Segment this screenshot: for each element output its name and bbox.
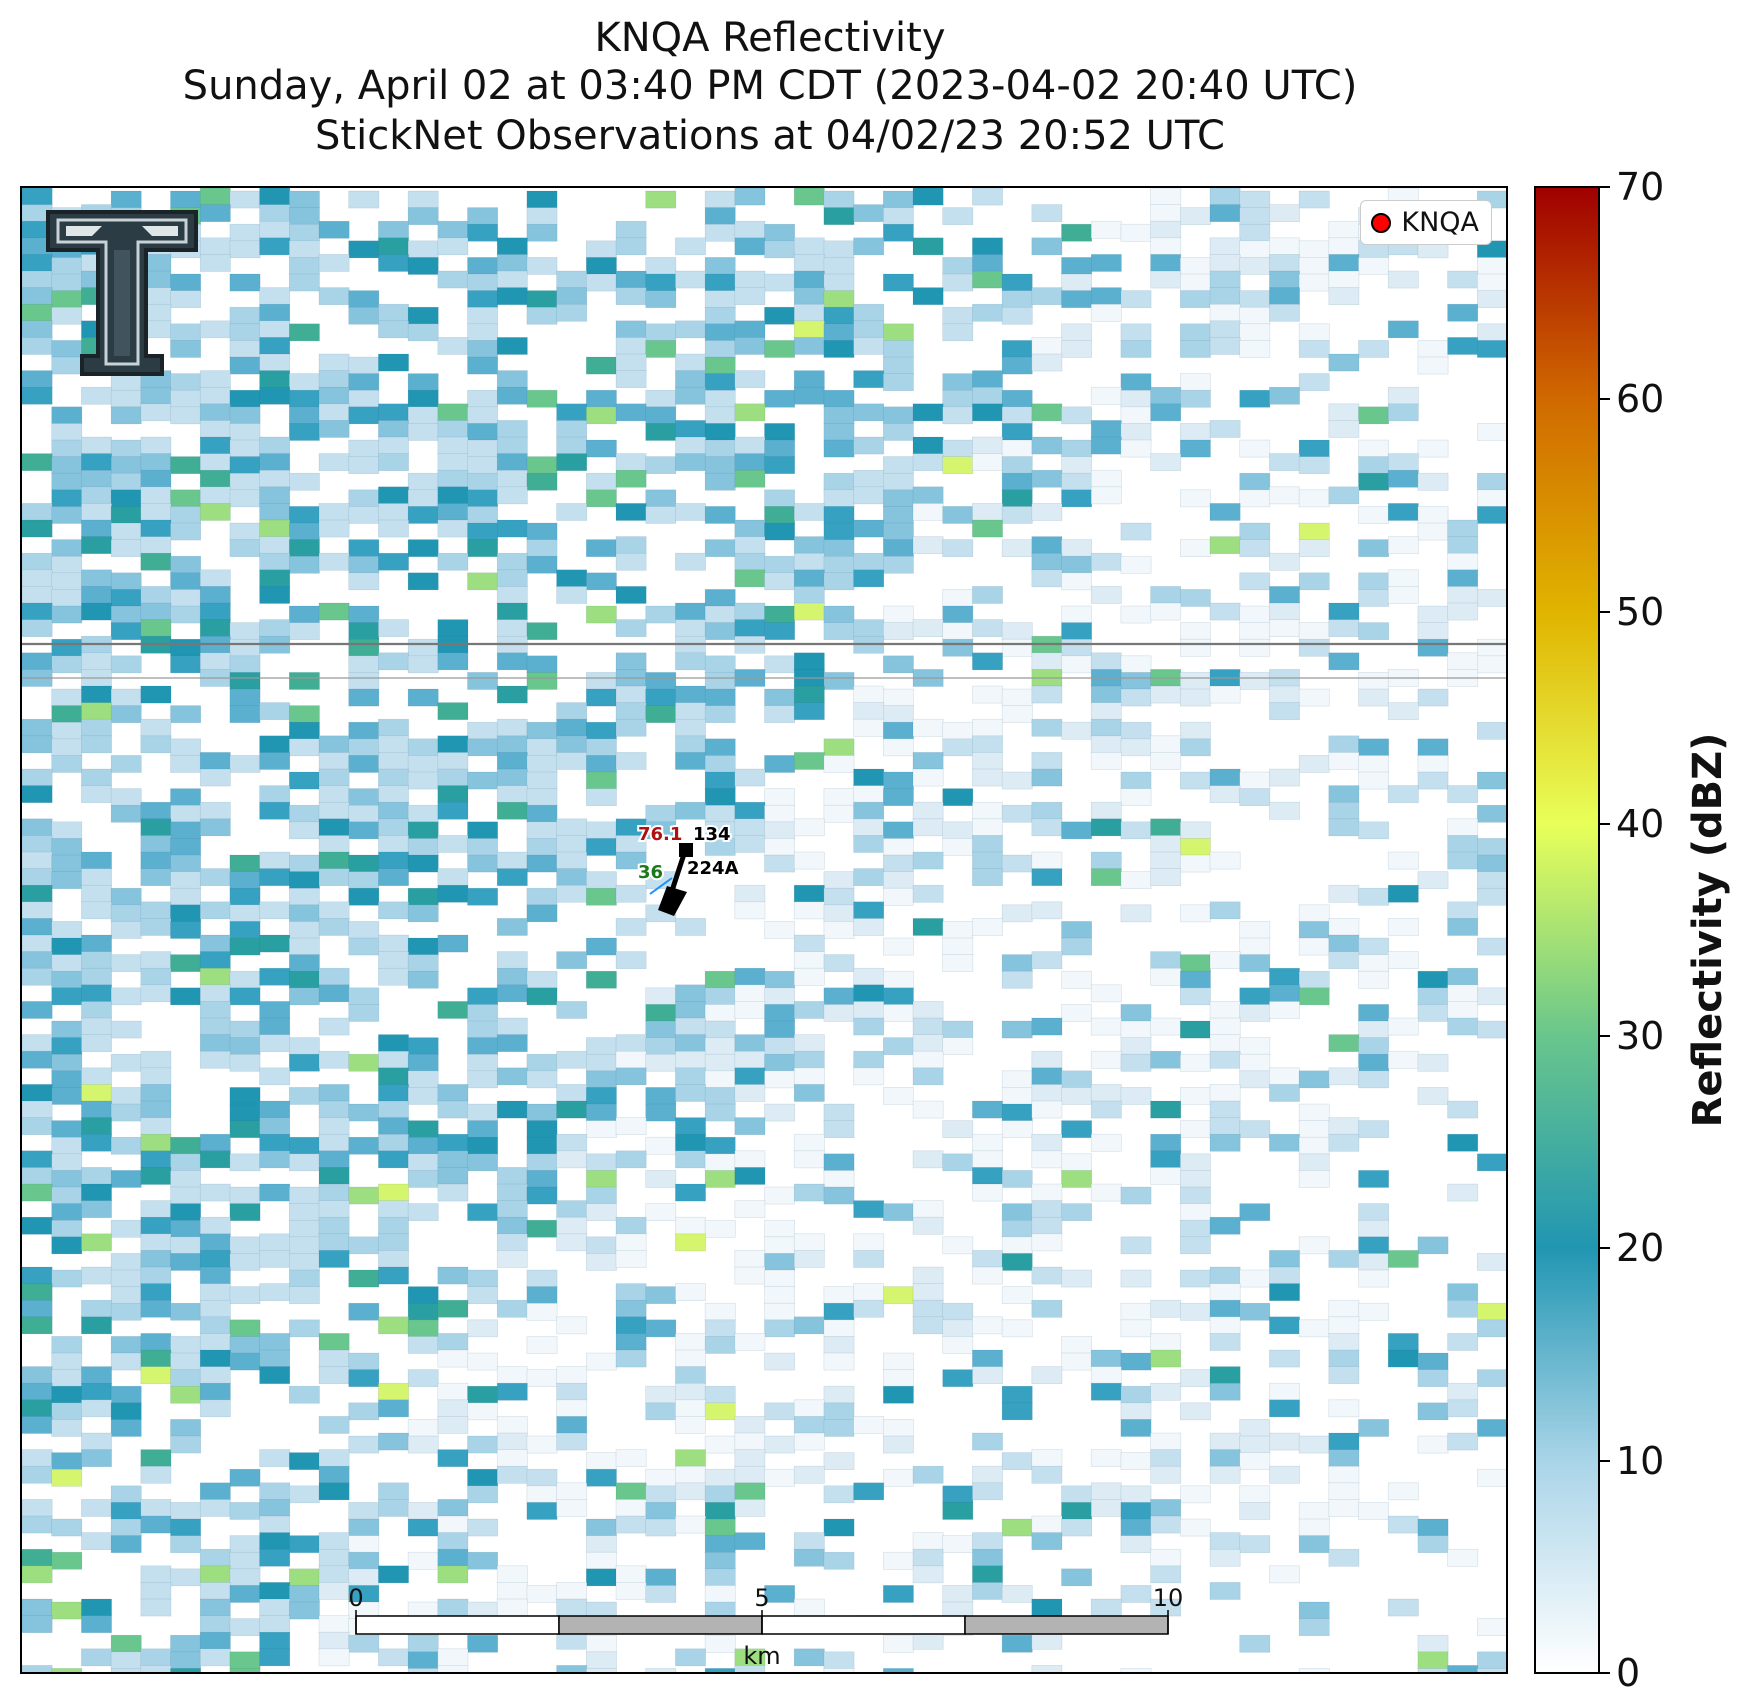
scale-bar-unit: km: [743, 1642, 780, 1670]
colorbar-tick-label: 20: [1616, 1226, 1665, 1271]
station-id: 224A: [687, 858, 739, 879]
colorbar-tick-label: 30: [1616, 1014, 1665, 1059]
wind-barb-icon: [658, 886, 687, 916]
legend-label: KNQA: [1401, 207, 1479, 238]
station-plot[interactable]: 76.1 134 36 224A: [636, 822, 741, 916]
scale-bar-segment: [355, 1615, 560, 1635]
chart-subtitle-time: Sunday, April 02 at 03:40 PM CDT (2023-0…: [182, 63, 1358, 109]
reflectivity-gates: [22, 188, 1506, 1672]
scale-bar: 0 5 10 km: [348, 1584, 1183, 1670]
colorbar-tick-label: 0: [1616, 1651, 1641, 1695]
station-dewpoint: 36: [638, 862, 663, 883]
scale-bar-segment: [761, 1615, 966, 1635]
scale-bar-label: 0: [348, 1584, 363, 1612]
station-pressure: 134: [693, 824, 731, 845]
colorbar-tick: [1600, 1247, 1610, 1250]
colorbar-tick: [1600, 1672, 1610, 1674]
colorbar-tick: [1600, 1459, 1610, 1462]
radar-site-marker-icon: [1371, 212, 1392, 233]
station-temperature: 76.1: [638, 824, 682, 845]
scale-bar-segment: [964, 1615, 1169, 1635]
station-marker-icon: [679, 843, 693, 857]
radar-map[interactable]: 76.1 134 36 224A 0 5 10 km KNQA: [20, 186, 1508, 1674]
colorbar-tick: [1600, 398, 1610, 401]
chart-title: KNQA Reflectivity: [594, 15, 946, 61]
colorbar-tick-label: 70: [1616, 165, 1665, 209]
scale-bar-label: 5: [754, 1584, 769, 1612]
colorbar-title: Reflectivity (dBZ): [1685, 732, 1731, 1128]
colorbar-tick-label: 40: [1616, 801, 1665, 846]
colorbar-tick-label: 10: [1616, 1438, 1665, 1483]
reflectivity-field: 76.1 134 36 224A 0 5 10 km: [22, 188, 1506, 1672]
gust-vector: [649, 877, 673, 895]
colorbar-tick-label: 60: [1616, 377, 1665, 422]
colorbar-tick: [1600, 610, 1610, 613]
legend: KNQA: [1360, 200, 1492, 245]
colorbar-tick: [1600, 186, 1610, 188]
scale-bar-label: 10: [1153, 1584, 1184, 1612]
chart-subtitle-observations: StickNet Observations at 04/02/23 20:52 …: [315, 113, 1225, 159]
scale-bar-segment: [558, 1615, 763, 1635]
colorbar-tick: [1600, 822, 1610, 825]
texas-tech-logo-icon: [46, 210, 198, 376]
colorbar-tick: [1600, 1035, 1610, 1038]
wind-barb-staff: [664, 847, 689, 907]
colorbar: [1534, 186, 1600, 1674]
colorbar-tick-label: 50: [1616, 589, 1665, 634]
